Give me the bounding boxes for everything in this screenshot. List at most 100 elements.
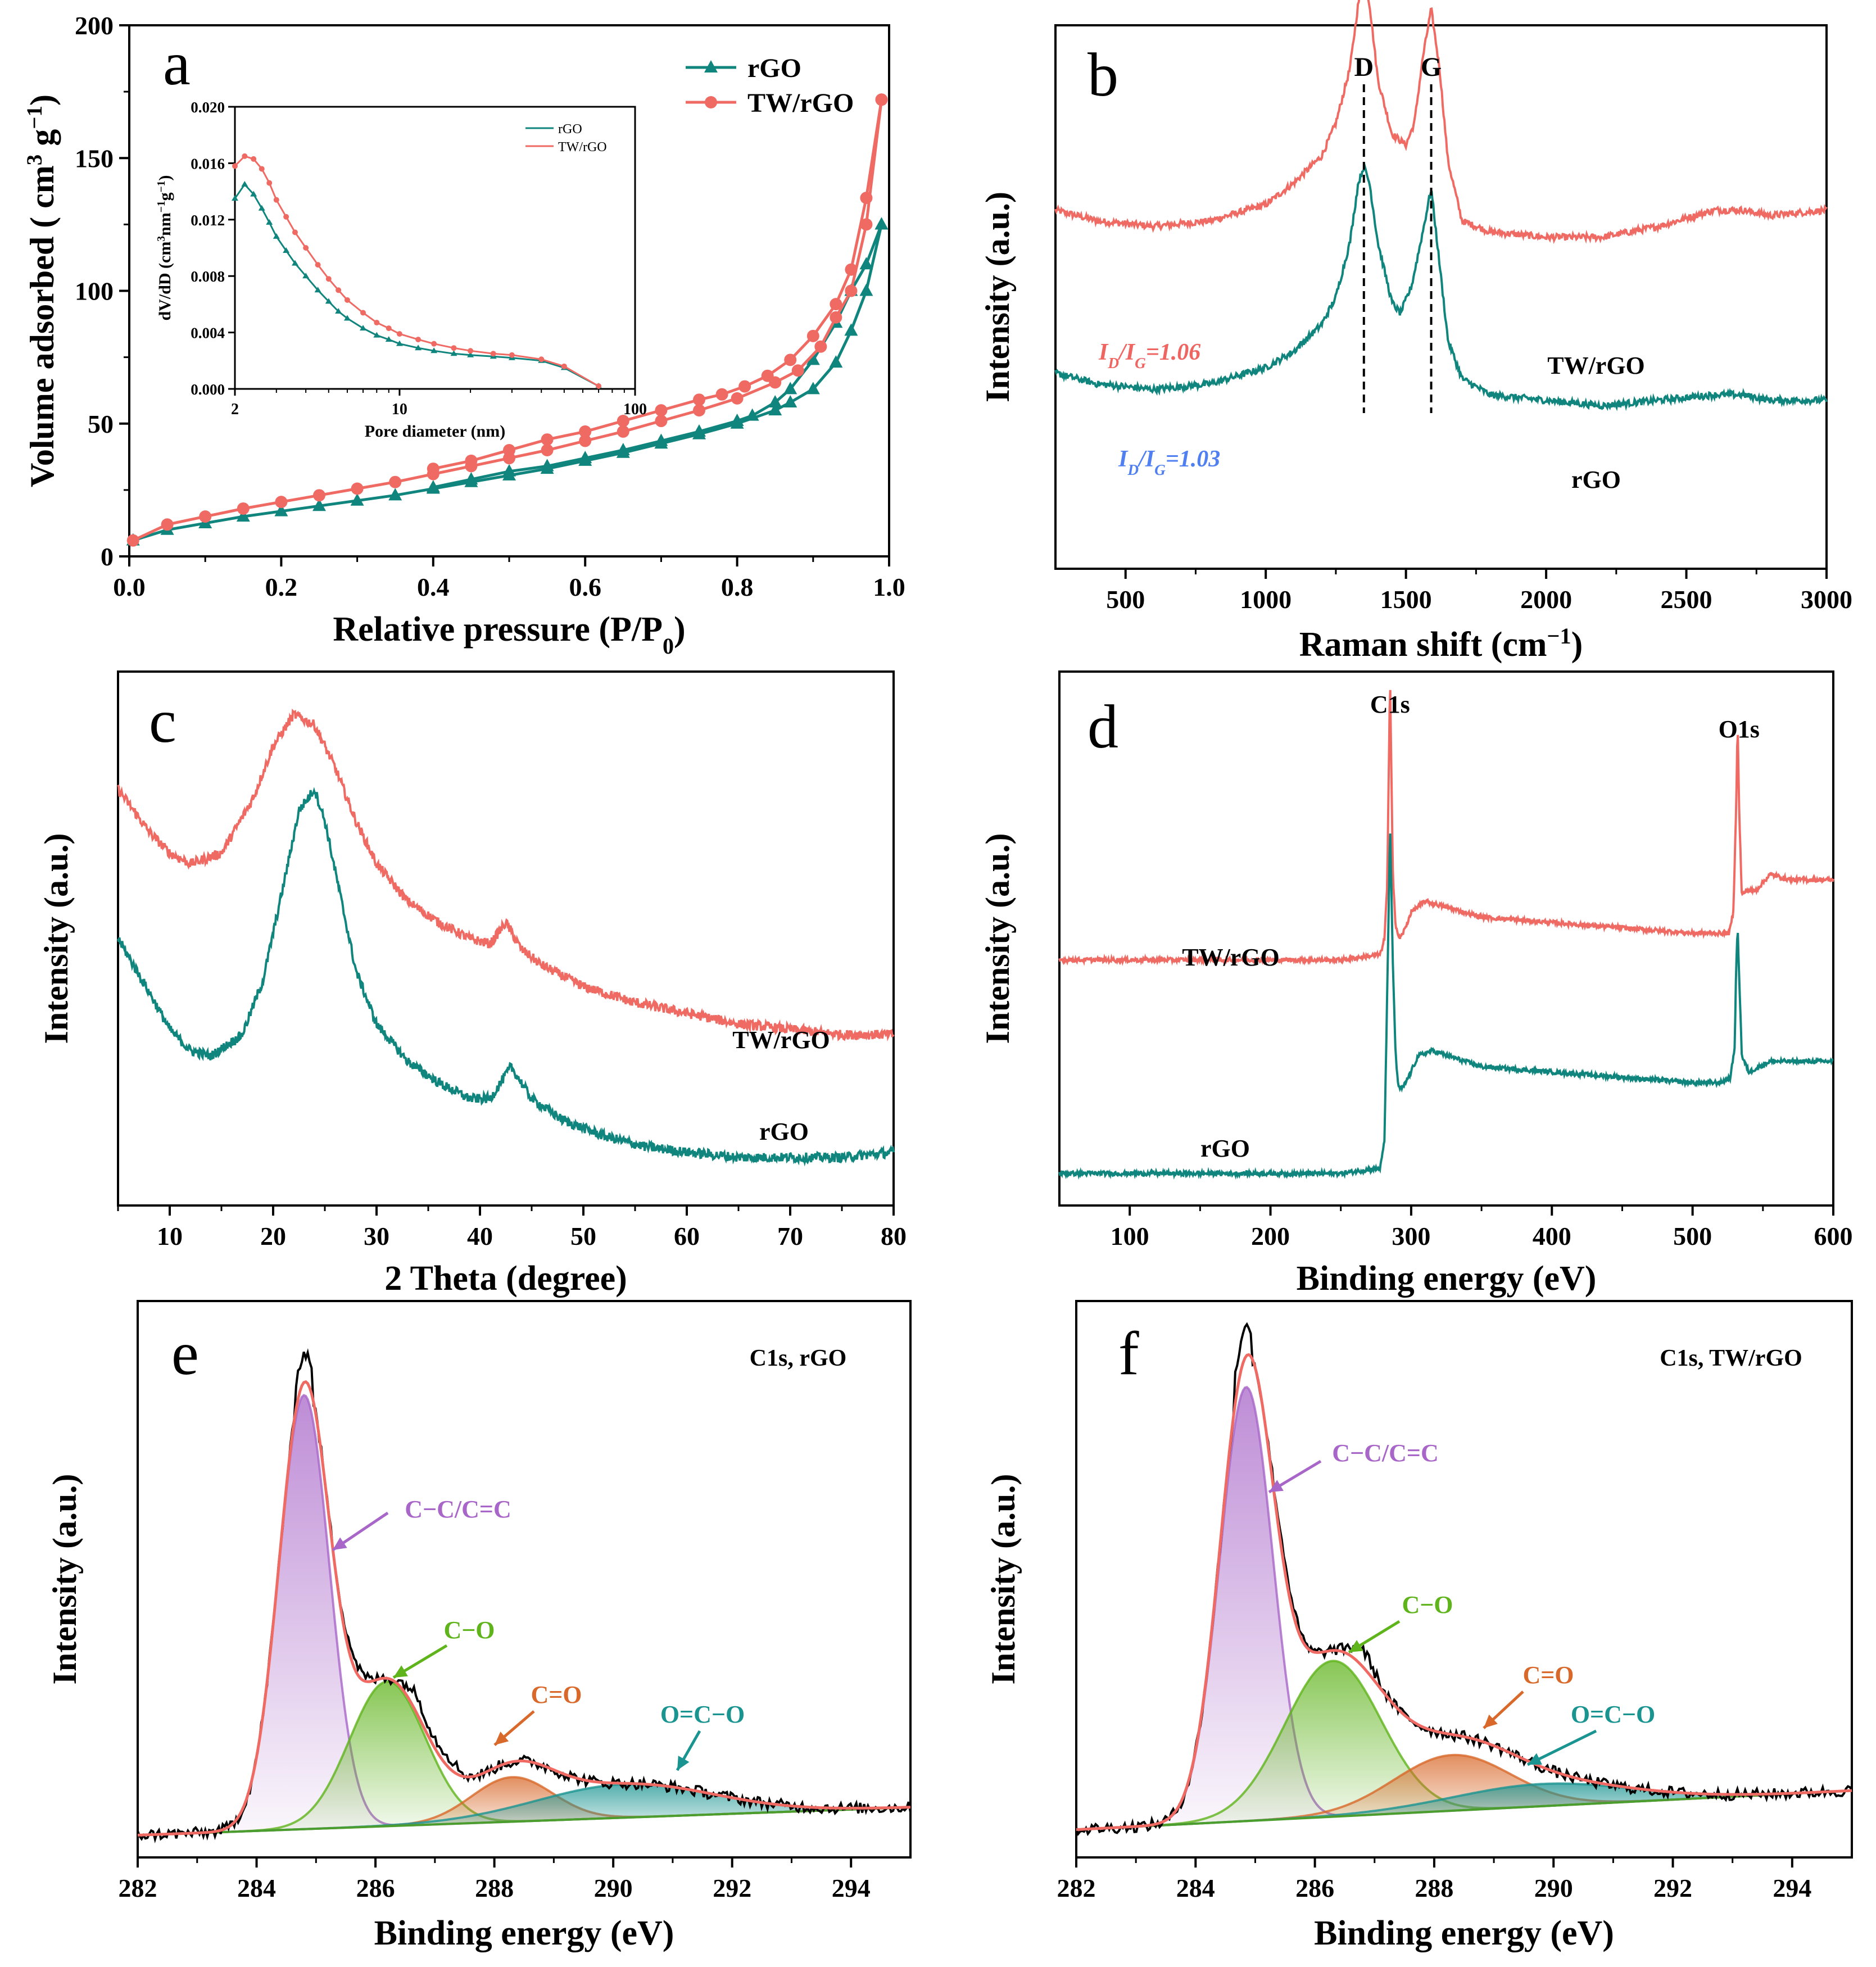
psd-point: [468, 348, 474, 354]
label-part: nm: [156, 212, 174, 236]
data-point: [859, 283, 873, 296]
psd-point: [360, 325, 367, 331]
peak-label: G: [1421, 52, 1442, 82]
panel-letter: c: [149, 687, 176, 755]
x-tick-label: 282: [1057, 1874, 1096, 1902]
label-part: I: [1098, 339, 1109, 365]
psd-point: [303, 245, 309, 251]
data-point: [389, 475, 402, 488]
data-point: [161, 518, 174, 531]
psd-point: [291, 260, 298, 266]
label-part: ): [24, 94, 61, 106]
y-tick-label: 50: [88, 410, 114, 438]
series-label: rGO: [1571, 466, 1621, 493]
data-point: [783, 395, 797, 407]
label-part: −1: [22, 106, 47, 129]
component-fill: [138, 1395, 910, 1835]
inset-y-tick-label: 0.016: [191, 155, 225, 172]
xrd-pattern: [117, 708, 895, 1042]
y-tick-label: 200: [75, 11, 114, 40]
label-part: =1.03: [1166, 446, 1220, 472]
data-point: [617, 425, 629, 438]
plot-frame: [1058, 670, 1834, 1207]
label-part: I: [1118, 446, 1129, 472]
x-axis-label: 2 Theta (degree): [384, 1259, 627, 1298]
data-point: [655, 404, 668, 417]
x-tick-label: 500: [1106, 585, 1145, 614]
component-arrowhead: [677, 1756, 690, 1770]
x-tick-label: 0.0: [113, 573, 146, 601]
panel-b: 500 1000 1500 2000 2500 3000 Raman shift (cm−1…: [979, 0, 1852, 664]
data-point: [502, 464, 516, 477]
label-part: −1: [156, 201, 167, 212]
component-label: O=C−O: [1571, 1701, 1655, 1728]
x-tick-label: 3000: [1801, 585, 1852, 614]
x-tick-label: 0.6: [569, 573, 601, 601]
component-fill: [1076, 1755, 1852, 1830]
plot-frame: [1075, 1300, 1853, 1859]
psd-point: [273, 197, 279, 203]
psd-point: [431, 347, 438, 353]
x-tick-label: 284: [1176, 1874, 1215, 1902]
x-tick-label: 100: [1111, 1222, 1149, 1250]
raman-spectrum: [1054, 0, 1828, 244]
psd-point: [490, 351, 496, 357]
x-axis-label: Relative pressure (P/P0): [333, 610, 685, 659]
component-label: C−C/C=C: [1332, 1439, 1438, 1467]
data-point: [730, 414, 744, 427]
label-part: 3: [156, 236, 167, 242]
panel-letter: a: [163, 29, 191, 98]
series-label: TW/rGO: [732, 1026, 830, 1054]
x-tick-label: 600: [1814, 1222, 1853, 1250]
inset-frame: [234, 106, 636, 390]
x-tick-label: 290: [1534, 1874, 1573, 1902]
data-point: [579, 434, 592, 447]
label-part: /I: [1117, 339, 1136, 365]
x-tick-label: 1000: [1240, 585, 1292, 614]
psd-point: [344, 297, 350, 303]
psd-point: [467, 351, 474, 357]
data-point: [738, 380, 751, 393]
data-point: [275, 496, 288, 509]
y-axis-label: Intensity (a.u.): [979, 833, 1016, 1044]
isotherm-line: [133, 224, 883, 542]
data-point: [654, 433, 668, 446]
data-point: [350, 493, 364, 506]
panel-letter: f: [1118, 1319, 1139, 1388]
psd-point: [315, 262, 321, 268]
label-part: g: [24, 129, 61, 155]
legend-label: rGO: [747, 53, 801, 83]
label-part: −1: [156, 180, 167, 192]
label-part: G: [1135, 355, 1146, 371]
psd-point: [450, 350, 457, 356]
y-axis-label: Intensity (a.u.): [979, 192, 1016, 402]
peak-label: O1s: [1719, 715, 1760, 743]
y-tick-label: 0: [101, 542, 114, 571]
data-point: [541, 444, 554, 456]
x-tick-label: 60: [674, 1222, 700, 1250]
data-point: [806, 329, 819, 342]
psd-point: [242, 153, 248, 159]
y-axis-label: Intensity (a.u.): [38, 833, 75, 1044]
data-point: [274, 504, 288, 516]
component-fill: [138, 1682, 910, 1835]
y-axis-label: Intensity (a.u.): [46, 1474, 83, 1684]
legend: rGO TW/rGO: [686, 53, 854, 118]
data-point: [859, 257, 873, 270]
series-label: rGO: [1200, 1135, 1250, 1162]
psd-point: [509, 352, 515, 358]
inset-y-tick-label: 0.000: [191, 381, 225, 398]
data-point: [693, 404, 705, 417]
x-tick-label: 1.0: [873, 573, 905, 601]
data-point: [692, 424, 706, 437]
x-tick-label: 30: [364, 1222, 389, 1250]
data-point: [715, 388, 728, 401]
psd-point: [232, 163, 238, 169]
legend-marker: [704, 60, 718, 72]
component-arrowhead: [1269, 1480, 1284, 1492]
inset-y-tick-label: 0.004: [191, 325, 225, 342]
x-tick-label: 1500: [1380, 585, 1432, 614]
data-point: [829, 355, 843, 368]
panel-letter: e: [171, 1319, 199, 1388]
psd-point: [241, 181, 248, 187]
